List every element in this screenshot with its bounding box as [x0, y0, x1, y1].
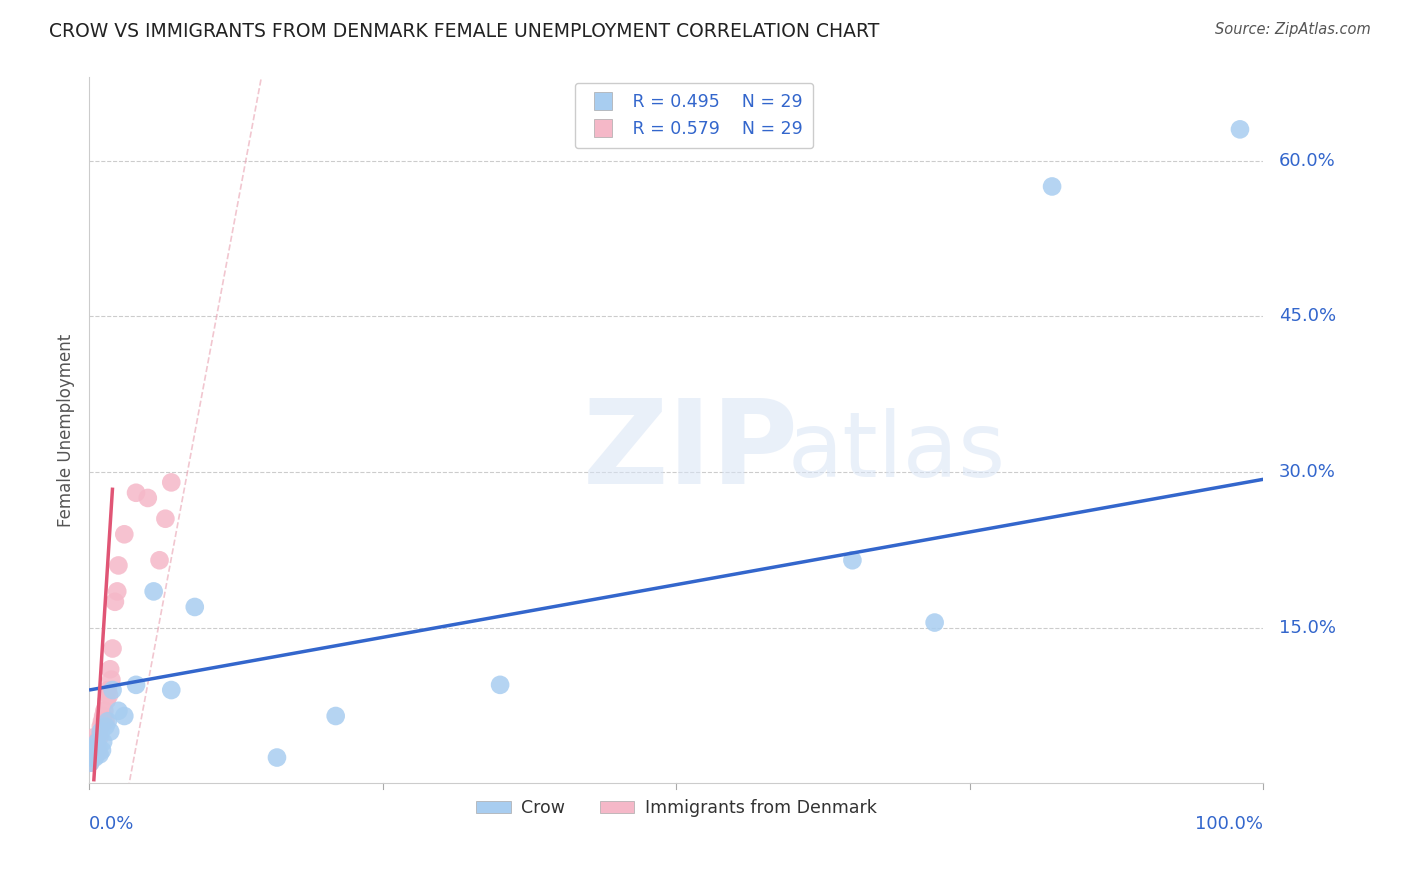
Crow [101, 683, 124, 698]
Immigrants from Denmark [86, 740, 108, 755]
Crow [80, 750, 103, 764]
Text: 0.0%: 0.0% [89, 815, 135, 833]
Immigrants from Denmark [84, 735, 107, 749]
Immigrants from Denmark [91, 714, 114, 729]
Crow [90, 724, 112, 739]
Immigrants from Denmark [93, 704, 115, 718]
Immigrants from Denmark [84, 730, 107, 744]
Immigrants from Denmark [100, 673, 122, 687]
Text: 45.0%: 45.0% [1278, 307, 1336, 326]
Crow [325, 709, 347, 723]
Immigrants from Denmark [107, 558, 129, 573]
Immigrants from Denmark [82, 745, 104, 759]
Immigrants from Denmark [112, 527, 135, 541]
Text: 15.0%: 15.0% [1278, 619, 1336, 637]
Legend: Crow, Immigrants from Denmark: Crow, Immigrants from Denmark [468, 792, 883, 824]
Immigrants from Denmark [96, 693, 118, 707]
Immigrants from Denmark [155, 512, 177, 526]
Crow [83, 740, 105, 755]
Crow [87, 740, 110, 755]
Immigrants from Denmark [160, 475, 183, 490]
Crow [266, 750, 288, 764]
Immigrants from Denmark [91, 709, 114, 723]
Crow [91, 735, 114, 749]
Crow [924, 615, 946, 630]
Crow [97, 714, 120, 729]
Crow [84, 750, 107, 764]
Text: 60.0%: 60.0% [1278, 152, 1336, 169]
Text: 30.0%: 30.0% [1278, 463, 1336, 481]
Immigrants from Denmark [83, 740, 105, 755]
Crow [160, 683, 183, 698]
Crow [89, 747, 111, 762]
Crow [98, 724, 121, 739]
Immigrants from Denmark [104, 595, 127, 609]
Immigrants from Denmark [87, 745, 110, 759]
Crow [82, 745, 104, 759]
Crow [1040, 179, 1063, 194]
Immigrants from Denmark [80, 750, 103, 764]
Crow [107, 704, 129, 718]
Immigrants from Denmark [105, 584, 128, 599]
Text: ZIP: ZIP [582, 394, 799, 509]
Text: Source: ZipAtlas.com: Source: ZipAtlas.com [1215, 22, 1371, 37]
Immigrants from Denmark [89, 730, 111, 744]
Immigrants from Denmark [148, 553, 170, 567]
Crow [489, 678, 512, 692]
Crow [86, 735, 108, 749]
Crow [142, 584, 165, 599]
Immigrants from Denmark [101, 641, 124, 656]
Crow [1229, 122, 1251, 136]
Text: 100.0%: 100.0% [1195, 815, 1264, 833]
Text: CROW VS IMMIGRANTS FROM DENMARK FEMALE UNEMPLOYMENT CORRELATION CHART: CROW VS IMMIGRANTS FROM DENMARK FEMALE U… [49, 22, 880, 41]
Crow [79, 756, 101, 770]
Immigrants from Denmark [90, 719, 112, 733]
Crow [94, 719, 117, 733]
Crow [112, 709, 135, 723]
Text: atlas: atlas [787, 408, 1005, 496]
Immigrants from Denmark [98, 662, 121, 676]
Crow [125, 678, 148, 692]
Crow [84, 745, 107, 759]
Immigrants from Denmark [79, 756, 101, 770]
Y-axis label: Female Unemployment: Female Unemployment [58, 334, 75, 527]
Crow [91, 743, 114, 757]
Immigrants from Denmark [97, 683, 120, 698]
Immigrants from Denmark [98, 688, 121, 702]
Immigrants from Denmark [94, 714, 117, 729]
Immigrants from Denmark [136, 491, 159, 505]
Immigrants from Denmark [125, 485, 148, 500]
Crow [184, 599, 207, 614]
Crow [841, 553, 863, 567]
